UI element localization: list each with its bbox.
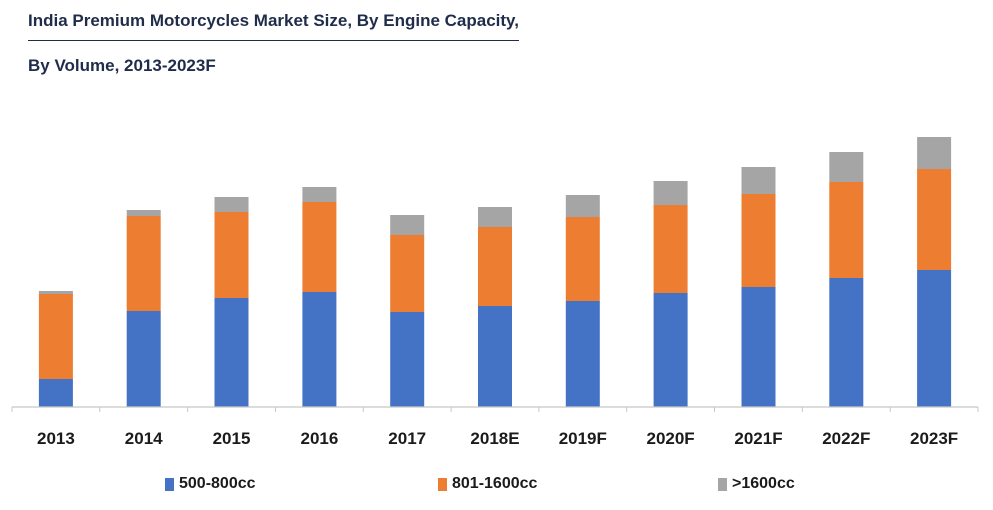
x-tick-label: 2017	[388, 429, 426, 448]
bar-2015-801-1600cc	[214, 212, 249, 298]
bar-2021F-801-1600cc	[741, 194, 776, 287]
bar-2017-801-1600cc	[390, 235, 425, 312]
chart-title: India Premium Motorcycles Market Size, B…	[28, 10, 588, 77]
stacked-bar-chart: 2013 2014 2015 2016 2017 2018E 2019F 2020F 2021F…	[11, 137, 979, 448]
legend-label: >1600cc	[732, 475, 795, 492]
legend-item: >1600cc	[718, 475, 795, 493]
bar-2018E-801-1600cc	[478, 227, 512, 306]
bar-2023F->1600cc	[917, 137, 952, 169]
bar-2019F->1600cc	[565, 195, 600, 217]
x-tick-label: 2020F	[646, 429, 694, 448]
legend-swatch	[165, 477, 174, 491]
legend-swatch	[438, 477, 447, 491]
legend: 500-800cc 801-1600cc >1600cc	[0, 475, 993, 499]
x-tick-label: 2023F	[910, 429, 958, 448]
x-tick-labels: 2013 2014 2015 2016 2017 2018E 2019F 2020F 2021F…	[37, 429, 958, 448]
bar-2020F-801-1600cc	[653, 205, 688, 293]
bar-2013-801-1600cc	[38, 294, 73, 379]
bar-2022F-500-800cc	[829, 278, 864, 407]
bar-2017->1600cc	[390, 215, 425, 235]
x-tick-label: 2022F	[822, 429, 870, 448]
chart-title-line-2: By Volume, 2013-2023F	[28, 56, 216, 75]
bar-2014-500-800cc	[126, 311, 161, 407]
bar-2015->1600cc	[214, 197, 249, 212]
bar-2015-500-800cc	[214, 298, 249, 407]
bar-2013->1600cc	[38, 291, 73, 294]
bar-2021F-500-800cc	[741, 287, 776, 407]
bar-2018E->1600cc	[478, 207, 512, 227]
bar-2016->1600cc	[302, 187, 337, 202]
bar-2021F->1600cc	[741, 167, 776, 194]
bar-2020F-500-800cc	[653, 293, 688, 407]
x-tick-label: 2013	[37, 429, 75, 448]
x-tick-label: 2021F	[734, 429, 782, 448]
x-tick-label: 2015	[213, 429, 251, 448]
bar-2022F->1600cc	[829, 152, 864, 182]
x-tick-label: 2019F	[559, 429, 607, 448]
bar-group	[38, 137, 952, 407]
bar-2017-500-800cc	[390, 312, 425, 407]
bar-2014-801-1600cc	[126, 216, 161, 311]
bar-2019F-500-800cc	[565, 301, 600, 407]
x-tick-label: 2014	[125, 429, 163, 448]
x-tick-label: 2018E	[470, 429, 519, 448]
legend-swatch	[718, 477, 727, 491]
bar-2016-801-1600cc	[302, 202, 337, 292]
bar-2020F->1600cc	[653, 181, 688, 205]
bar-2018E-500-800cc	[478, 306, 512, 407]
legend-label: 801-1600cc	[452, 475, 538, 492]
legend-item: 801-1600cc	[438, 475, 537, 493]
bar-2016-500-800cc	[302, 292, 337, 407]
x-tick-label: 2016	[300, 429, 338, 448]
bar-2014->1600cc	[126, 210, 161, 216]
bar-2022F-801-1600cc	[829, 182, 864, 278]
chart-title-line-1: India Premium Motorcycles Market Size, B…	[28, 10, 519, 41]
bar-2019F-801-1600cc	[565, 217, 600, 301]
x-axis	[11, 406, 979, 412]
bar-2013-500-800cc	[38, 379, 73, 407]
legend-item: 500-800cc	[165, 475, 256, 493]
legend-label: 500-800cc	[179, 475, 256, 492]
bar-2023F-801-1600cc	[917, 169, 952, 270]
bar-2023F-500-800cc	[917, 270, 952, 407]
